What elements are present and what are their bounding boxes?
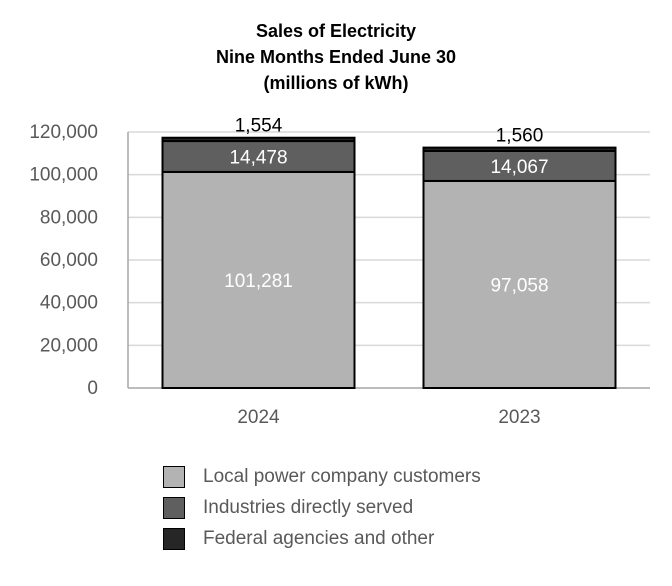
bar-segment [161, 136, 356, 143]
chart-title-line-2: Nine Months Ended June 30 [215, 47, 457, 67]
data-label: 14,067 [490, 157, 548, 178]
legend-swatch-industries [163, 497, 185, 519]
data-label: 97,058 [490, 275, 548, 296]
chart-title-line-1: Sales of Electricity [255, 21, 417, 41]
bar-segment [161, 170, 356, 389]
x-tick-label: 2024 [237, 407, 280, 428]
bar-segment [422, 146, 617, 152]
data-label: 14,478 [229, 147, 287, 168]
legend-swatch-federal [163, 528, 185, 550]
y-tick-label: 20,000 [40, 335, 98, 356]
chart-title-line-3: (millions of kWh) [263, 73, 409, 93]
legend-label-federal: Federal agencies and other [203, 528, 435, 549]
bar-segment [422, 179, 617, 389]
x-tick-label: 2023 [498, 407, 540, 428]
chart-title: Sales of Electricity Nine Months Ended J… [0, 18, 672, 96]
bar-segment [422, 149, 617, 182]
data-label: 101,281 [224, 271, 293, 292]
y-tick-label: 100,000 [29, 165, 98, 186]
y-tick-label: 60,000 [40, 250, 98, 271]
stacked-bar-chart: 0 20,000 40,000 60,000 80,000 100,000 120,000 1… [29, 116, 650, 428]
legend-item-federal: Federal agencies and other [163, 524, 481, 554]
legend-item-local-power: Local power company customers [163, 462, 481, 492]
legend-item-industries: Industries directly served [163, 493, 481, 523]
y-tick-label: 120,000 [29, 122, 98, 143]
data-label: 1,554 [235, 116, 283, 137]
legend: Local power company customers Industries… [163, 462, 481, 555]
legend-label-local-power: Local power company customers [203, 466, 481, 487]
y-tick-label: 40,000 [40, 293, 98, 314]
y-tick-label: 0 [87, 378, 98, 399]
y-tick-label: 80,000 [40, 207, 98, 228]
data-label: 1,560 [496, 126, 544, 147]
legend-label-industries: Industries directly served [203, 497, 414, 518]
legend-swatch-local-power [163, 466, 185, 488]
